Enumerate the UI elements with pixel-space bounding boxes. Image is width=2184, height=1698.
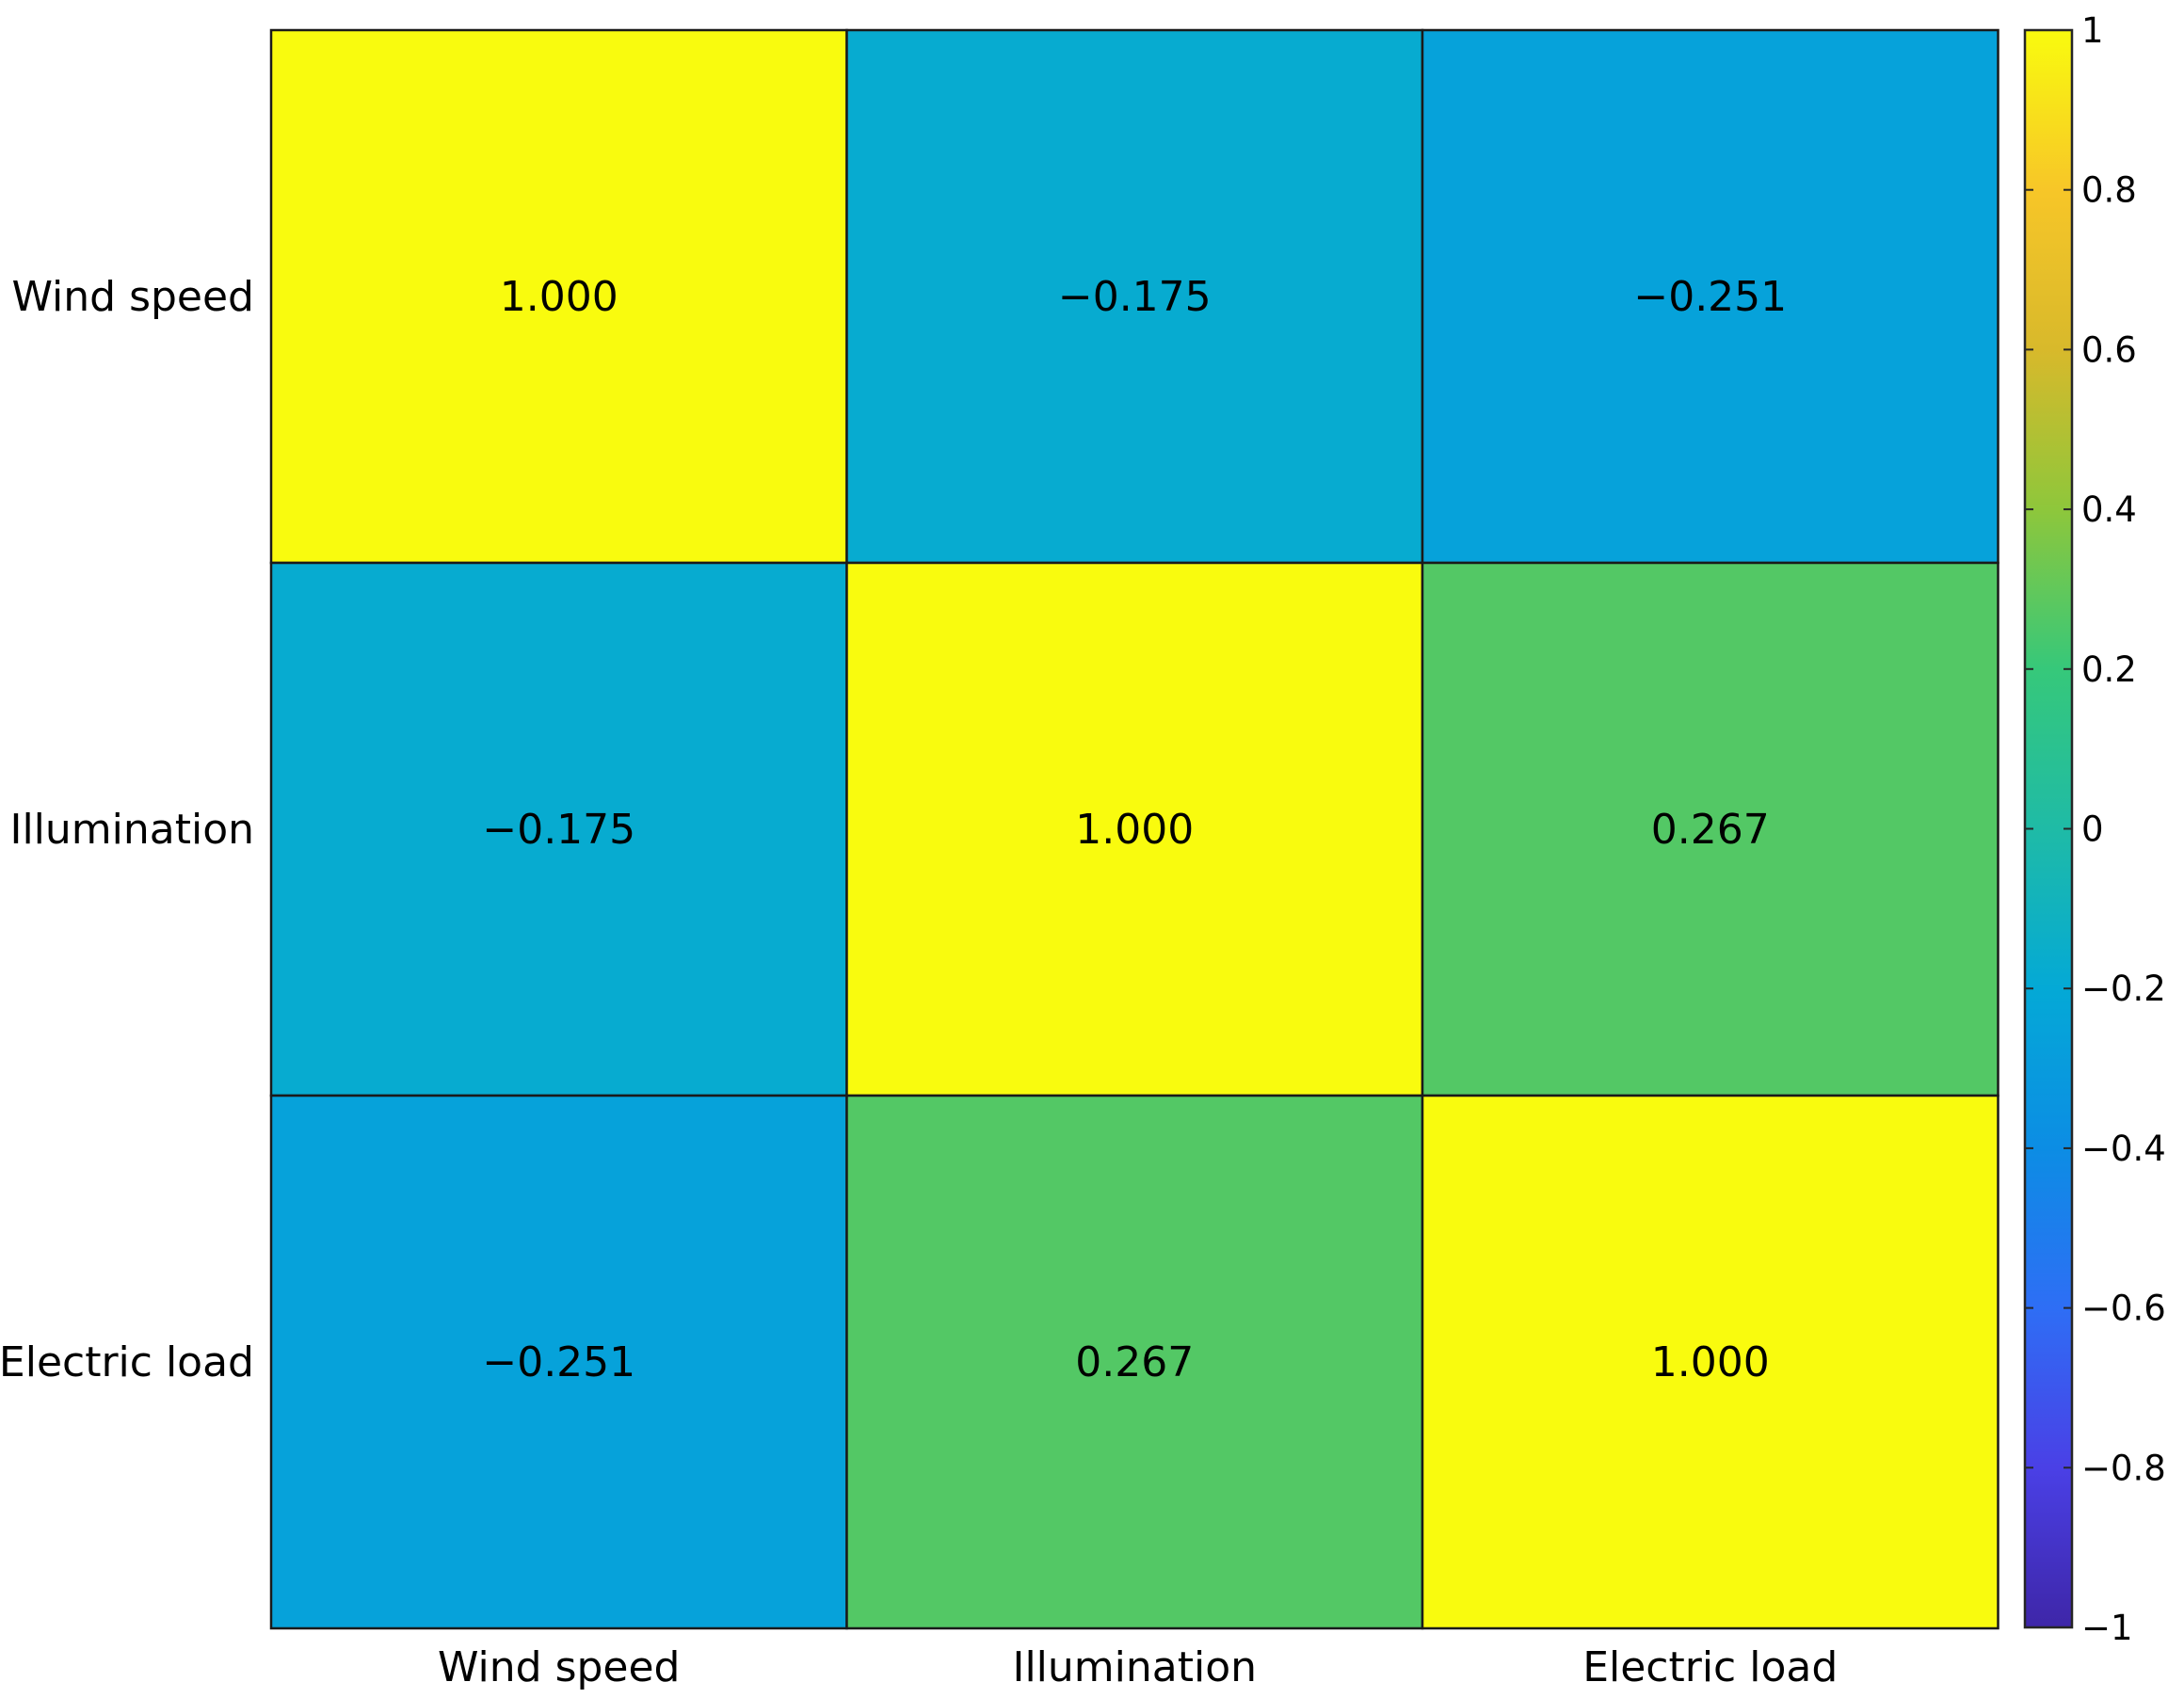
heatmap-cell-value: 1.000	[1651, 1338, 1770, 1386]
colorbar-tick-label: −0.2	[2081, 969, 2166, 1009]
column-labels: Wind speed Illumination Electric load	[438, 1643, 1838, 1691]
colorbar-tick-label: 0.6	[2081, 329, 2137, 370]
heatmap-cell-value: 0.267	[1651, 806, 1770, 854]
heatmap-cell-value: −0.175	[482, 806, 635, 854]
row-label: Electric load	[0, 1338, 254, 1386]
heatmap-cell-value: −0.251	[1633, 273, 1787, 321]
heatmap-cell	[845, 1094, 1424, 1630]
heatmap-cell	[269, 28, 848, 565]
colorbar-tick-label: −0.8	[2081, 1448, 2166, 1488]
heatmap-cell	[269, 1094, 848, 1630]
row-labels: Wind speed Illumination Electric load	[0, 273, 254, 1386]
heatmap-cell-value: 1.000	[500, 273, 618, 321]
heatmap-cell	[845, 28, 1424, 565]
heatmap-cell	[845, 561, 1424, 1097]
heatmap-cell-value: 0.267	[1075, 1338, 1194, 1386]
colorbar-tick-label: −0.4	[2081, 1129, 2166, 1169]
heatmap-cell	[269, 561, 848, 1097]
heatmap-cell	[1421, 28, 1999, 565]
column-label: Wind speed	[438, 1643, 681, 1691]
colorbar-tick-label: −1	[2081, 1608, 2133, 1648]
colorbar-tick-label: 0.2	[2081, 649, 2137, 690]
heatmap-cells	[269, 28, 1999, 1630]
colorbar-tick-label: 0.8	[2081, 170, 2137, 211]
colorbar-ticks: 1 0.8 0.6 0.4 0.2 0 −0.2 −0.4 −0.6 −0.8 −1	[2025, 10, 2166, 1648]
heatmap-cell	[1421, 1094, 1999, 1630]
heatmap-cell	[1421, 561, 1999, 1097]
colorbar: 1 0.8 0.6 0.4 0.2 0 −0.2 −0.4 −0.6 −0.8 −1	[2023, 10, 2166, 1648]
heatmap-cell-value: −0.175	[1058, 273, 1212, 321]
colorbar-tick-label: −0.6	[2081, 1289, 2166, 1329]
heatmap-cell-labels: 1.000 −0.175 −0.251 −0.175 1.000 0.267 −0.251 0…	[482, 273, 1787, 1386]
row-label: Illumination	[9, 806, 254, 854]
heatmap-cell-value: −0.251	[482, 1338, 635, 1386]
colorbar-tick-label: 0.4	[2081, 489, 2137, 530]
column-label: Electric load	[1582, 1643, 1838, 1691]
column-label: Illumination	[1012, 1643, 1257, 1691]
heatmap-cell-value: 1.000	[1075, 806, 1194, 854]
colorbar-tick-label: 1	[2081, 10, 2104, 51]
row-label: Wind speed	[12, 273, 255, 321]
colorbar-tick-label: 0	[2081, 809, 2104, 850]
